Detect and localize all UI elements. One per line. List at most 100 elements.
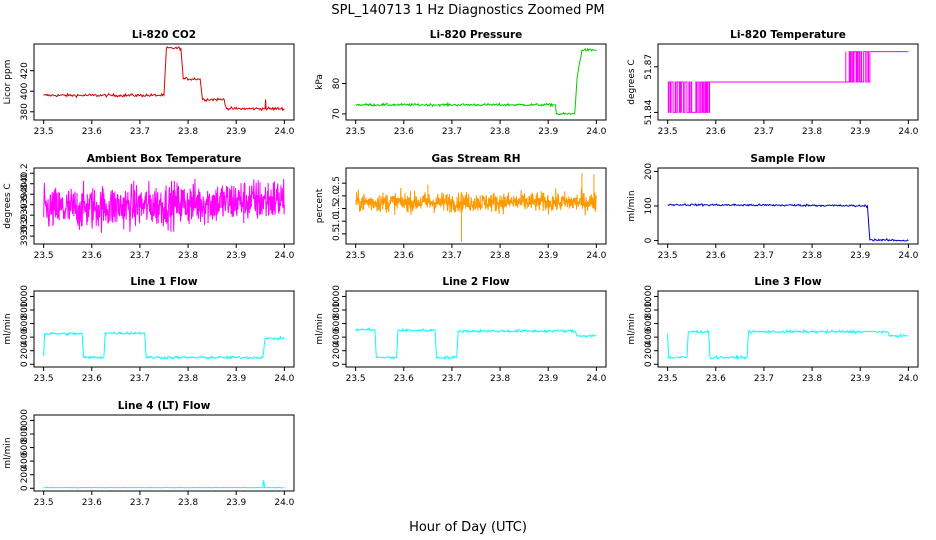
x-tick-label: 23.6 <box>706 127 726 137</box>
y-tick-label: 39.4 <box>20 205 30 225</box>
y-tick-label: 400 <box>20 328 30 345</box>
panel-title: Gas Stream RH <box>431 153 520 165</box>
y-tick-label: 420 <box>20 62 30 79</box>
series-line <box>355 47 597 116</box>
panel-li-820-co2: Li-820 CO2 Licor ppm 23.5 23.6 23.7 23.8 23.9 2… <box>3 29 295 137</box>
x-tick-label: 23.9 <box>226 127 246 137</box>
y-tick-label: 600 <box>20 439 30 456</box>
y-tick-label: 1000 <box>332 285 342 308</box>
x-tick-label: 23.6 <box>82 498 102 508</box>
panel-title: Line 3 Flow <box>754 276 821 288</box>
panel-title: Li-820 Pressure <box>430 29 523 41</box>
x-tick-label: 23.9 <box>850 374 870 384</box>
x-tick-label: 24.0 <box>274 251 294 261</box>
x-tick-label: 24.0 <box>274 374 294 384</box>
y-tick-label: 1.0 <box>332 214 342 229</box>
x-tick-label: 23.5 <box>346 127 366 137</box>
y-axis-label: percent <box>315 188 325 223</box>
y-tick-label: 39.0 <box>20 226 30 246</box>
panel-title: Sample Flow <box>750 153 825 165</box>
y-tick-label: 200 <box>644 163 654 180</box>
y-tick-label: 0.5 <box>332 227 342 241</box>
figure-xlabel: Hour of Day (UTC) <box>409 520 527 535</box>
panel-li-820-temperature: Li-820 Temperature degrees C 23.5 23.6 23.7 2… <box>627 29 919 137</box>
y-axis-label: Licor ppm <box>3 60 13 105</box>
x-tick-label: 23.7 <box>754 374 774 384</box>
y-tick-label: 39.2 <box>20 216 30 236</box>
y-axis-label: ml/min <box>3 313 13 344</box>
y-tick-label: 600 <box>644 315 654 332</box>
panel-title: Li-820 Temperature <box>730 29 846 41</box>
y-tick-label: 200 <box>20 342 30 359</box>
y-tick-label: 1.5 <box>332 201 342 215</box>
plot-frame <box>33 167 295 245</box>
y-tick-label: 400 <box>20 82 30 99</box>
x-tick-label: 23.5 <box>346 251 366 261</box>
panel-title: Line 2 Flow <box>442 276 509 288</box>
panel-sample-flow: Sample Flow ml/min 23.5 23.6 23.7 23.8 23.9 24.… <box>627 153 919 261</box>
x-tick-label: 23.8 <box>178 251 198 261</box>
y-tick-label: 380 <box>20 103 30 120</box>
y-tick-label: 2.5 <box>332 176 342 190</box>
x-tick-label: 23.7 <box>754 251 774 261</box>
y-tick-label: 200 <box>644 342 654 359</box>
y-tick-label: 40.2 <box>20 163 30 183</box>
y-tick-label: 600 <box>20 315 30 332</box>
panel-title: Line 4 (LT) Flow <box>118 400 211 412</box>
panel-title: Ambient Box Temperature <box>87 153 242 165</box>
y-tick-label: 39.8 <box>20 184 30 204</box>
x-tick-label: 24.0 <box>586 251 606 261</box>
figure-title: SPL_140713 1 Hz Diagnostics Zoomed PM <box>331 3 604 18</box>
x-tick-label: 23.8 <box>490 374 510 384</box>
plot-frame <box>33 43 295 121</box>
x-tick-label: 23.8 <box>490 127 510 137</box>
x-tick-label: 23.5 <box>34 374 54 384</box>
y-tick-label: 400 <box>644 328 654 345</box>
y-axis-label: ml/min <box>627 313 637 344</box>
y-tick-label: 800 <box>644 301 654 318</box>
x-tick-label: 23.8 <box>178 498 198 508</box>
plot-frame <box>657 167 919 245</box>
x-tick-label: 23.7 <box>754 127 774 137</box>
x-tick-label: 23.6 <box>706 374 726 384</box>
y-tick-label: 0 <box>20 485 30 491</box>
x-tick-label: 24.0 <box>274 127 294 137</box>
x-tick-label: 24.0 <box>274 498 294 508</box>
y-tick-label: 400 <box>332 328 342 345</box>
series-line <box>355 326 597 360</box>
panel-title: Line 1 Flow <box>130 276 197 288</box>
y-tick-label: 1000 <box>20 409 30 432</box>
x-tick-label: 23.7 <box>442 251 462 261</box>
y-tick-label: 80 <box>332 78 342 90</box>
x-tick-label: 23.7 <box>442 127 462 137</box>
x-tick-label: 24.0 <box>586 127 606 137</box>
x-tick-label: 23.9 <box>850 251 870 261</box>
x-tick-label: 23.5 <box>658 127 678 137</box>
x-tick-label: 23.6 <box>394 127 414 137</box>
plot-frame <box>33 290 295 368</box>
plot-frame <box>345 167 607 245</box>
series-line <box>667 328 909 360</box>
y-tick-label: 800 <box>20 425 30 442</box>
panel-line-3-flow: Line 3 Flow ml/min 23.5 23.6 23.7 23.8 23.9 24.… <box>627 276 919 384</box>
x-tick-label: 23.5 <box>34 127 54 137</box>
y-axis-label: degrees C <box>627 59 637 104</box>
x-tick-label: 23.6 <box>394 374 414 384</box>
y-axis-label: ml/min <box>315 313 325 344</box>
y-tick-label: 0 <box>644 361 654 367</box>
y-tick-label: 0 <box>20 361 30 367</box>
x-tick-label: 23.9 <box>226 374 246 384</box>
y-axis-label: ml/min <box>627 190 637 221</box>
x-tick-label: 23.8 <box>802 251 822 261</box>
y-tick-label: 800 <box>20 301 30 318</box>
y-tick-label: 200 <box>332 342 342 359</box>
x-tick-label: 24.0 <box>586 374 606 384</box>
panel-ambient-box-temperature: Ambient Box Temperature degrees C 23.5 23.6… <box>3 153 295 261</box>
x-tick-label: 23.9 <box>538 127 558 137</box>
x-tick-label: 23.9 <box>850 127 870 137</box>
y-axis-label: ml/min <box>3 437 13 468</box>
x-tick-label: 23.7 <box>130 374 150 384</box>
plot-frame <box>33 414 295 492</box>
x-tick-label: 23.9 <box>538 251 558 261</box>
